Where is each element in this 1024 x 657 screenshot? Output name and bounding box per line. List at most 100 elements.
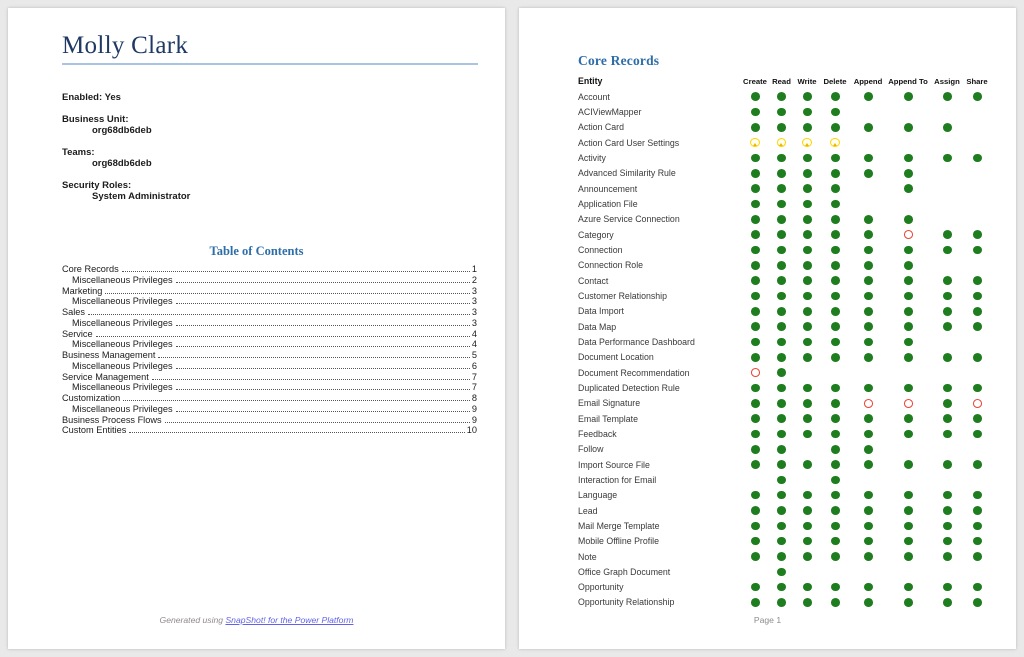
privilege-granted-dot-icon xyxy=(903,521,913,531)
privilege-granted-dot-icon xyxy=(802,199,812,209)
generated-footer: Generated using SnapShot! for the Power … xyxy=(8,615,505,625)
privilege-cell xyxy=(794,322,820,331)
privilege-cell xyxy=(850,214,886,224)
privilege-granted-dot-icon xyxy=(777,444,786,454)
privilege-granted-dot-icon xyxy=(777,169,786,178)
toc-heading: Table of Contents xyxy=(209,244,304,258)
profile-field-label: Business Unit: xyxy=(62,114,129,125)
privilege-cell xyxy=(850,521,886,531)
privilege-granted-dot-icon xyxy=(777,153,786,163)
snapshot-link[interactable]: SnapShot! for the Power Platform xyxy=(225,615,354,625)
privilege-cell xyxy=(769,352,794,362)
privilege-granted-dot-icon xyxy=(903,414,913,423)
table-row: Data Map xyxy=(519,319,1016,334)
privilege-granted-dot-icon xyxy=(830,123,840,132)
privilege-cell xyxy=(886,245,930,255)
privilege-granted-dot-icon xyxy=(942,383,952,393)
toc-entry-label: Miscellaneous Privileges xyxy=(72,382,173,393)
privilege-cell xyxy=(886,414,930,423)
toc-entry[interactable]: Miscellaneous Privileges 6 xyxy=(62,361,477,372)
privilege-granted-dot-icon xyxy=(903,352,913,362)
privilege-cell xyxy=(741,368,769,377)
entity-name: ACIViewMapper xyxy=(578,106,642,117)
toc-leader-dots xyxy=(105,292,470,294)
privilege-granted-dot-icon xyxy=(777,352,786,362)
toc-entry[interactable]: Miscellaneous Privileges 2 xyxy=(62,275,477,286)
table-row: Note xyxy=(519,549,1016,564)
privilege-granted-dot-icon xyxy=(942,153,952,163)
privilege-cell xyxy=(820,123,850,132)
privilege-cell xyxy=(820,107,850,117)
table-row: Account xyxy=(519,89,1016,104)
privilege-granted-dot-icon xyxy=(972,598,982,607)
entity-name: Document Location xyxy=(578,352,654,363)
privilege-warning-circle-icon xyxy=(830,138,840,148)
toc-entry[interactable]: Miscellaneous Privileges 7 xyxy=(62,382,477,393)
toc-entry[interactable]: Miscellaneous Privileges 4 xyxy=(62,339,477,350)
privilege-granted-dot-icon xyxy=(863,521,873,531)
privilege-granted-dot-icon xyxy=(802,214,812,224)
privilege-cell xyxy=(820,184,850,193)
toc-entry[interactable]: Miscellaneous Privileges 3 xyxy=(62,296,477,307)
entity-name: Action Card User Settings xyxy=(578,137,680,148)
privilege-granted-dot-icon xyxy=(972,276,982,285)
toc-entry[interactable]: Customization 8 xyxy=(62,393,477,404)
privilege-cell xyxy=(820,92,850,101)
toc-entry-label: Service xyxy=(62,328,93,339)
privilege-granted-dot-icon xyxy=(750,552,760,561)
privilege-granted-dot-icon xyxy=(802,123,812,132)
toc-entry[interactable]: Marketing 3 xyxy=(62,286,477,297)
privilege-granted-dot-icon xyxy=(863,506,873,515)
privilege-cell xyxy=(769,506,794,515)
toc-page-number: 3 xyxy=(471,317,477,328)
privilege-granted-dot-icon xyxy=(942,92,952,101)
profile-field-label: Enabled: Yes xyxy=(62,92,121,103)
privilege-granted-dot-icon xyxy=(750,214,760,224)
privilege-cell xyxy=(850,153,886,163)
privilege-granted-dot-icon xyxy=(972,245,982,255)
toc-entry[interactable]: Business Process Flows 9 xyxy=(62,415,477,426)
toc-entry[interactable]: Service 4 xyxy=(62,329,477,340)
toc-entry[interactable]: Sales 3 xyxy=(62,307,477,318)
toc-entry-label: Business Process Flows xyxy=(62,414,162,425)
document-title: Molly Clark xyxy=(62,32,478,65)
privilege-cell xyxy=(886,352,930,362)
privilege-granted-dot-icon xyxy=(942,245,952,255)
profile-field: Business Unit: org68db6deb xyxy=(62,114,190,136)
privilege-granted-dot-icon xyxy=(903,552,913,561)
privilege-cell xyxy=(886,506,930,515)
toc-entry[interactable]: Miscellaneous Privileges 3 xyxy=(62,318,477,329)
toc-entry[interactable]: Custom Entities 10 xyxy=(62,425,477,436)
toc-page-number: 2 xyxy=(471,274,477,285)
profile-section: Enabled: Yes Business Unit: org68db6deb Tea… xyxy=(62,92,190,213)
toc-entry-label: Customization xyxy=(62,393,121,403)
toc-entry[interactable]: Miscellaneous Privileges 9 xyxy=(62,404,477,415)
profile-field: Enabled: Yes xyxy=(62,92,190,103)
privilege-cell xyxy=(741,383,769,393)
toc-entry[interactable]: Core Records 1 xyxy=(62,264,477,275)
privilege-granted-dot-icon xyxy=(903,184,913,193)
toc-leader-dots xyxy=(151,378,470,380)
privilege-cell xyxy=(820,352,850,362)
privilege-cell xyxy=(850,230,886,239)
privilege-warning-circle-icon xyxy=(750,138,760,148)
privilege-cell xyxy=(820,475,850,485)
privilege-cell xyxy=(794,460,820,469)
privilege-cell xyxy=(769,598,794,607)
toc-leader-dots xyxy=(175,303,470,305)
privilege-warning-circle-icon xyxy=(802,138,812,148)
privilege-granted-dot-icon xyxy=(802,383,812,393)
table-row: Language xyxy=(519,488,1016,503)
entity-name: Opportunity Relationship xyxy=(578,597,675,608)
privilege-cell xyxy=(964,429,990,439)
toc-entry[interactable]: Business Management 5 xyxy=(62,350,477,361)
privilege-granted-dot-icon xyxy=(972,521,982,531)
privilege-cell xyxy=(769,138,794,148)
privilege-granted-dot-icon xyxy=(903,322,913,331)
privilege-granted-dot-icon xyxy=(863,214,873,224)
privilege-granted-dot-icon xyxy=(830,199,840,209)
privilege-denied-circle-icon xyxy=(750,368,760,377)
privilege-granted-dot-icon xyxy=(777,521,786,531)
toc-entry[interactable]: Service Management 7 xyxy=(62,372,477,383)
privilege-granted-dot-icon xyxy=(863,582,873,592)
